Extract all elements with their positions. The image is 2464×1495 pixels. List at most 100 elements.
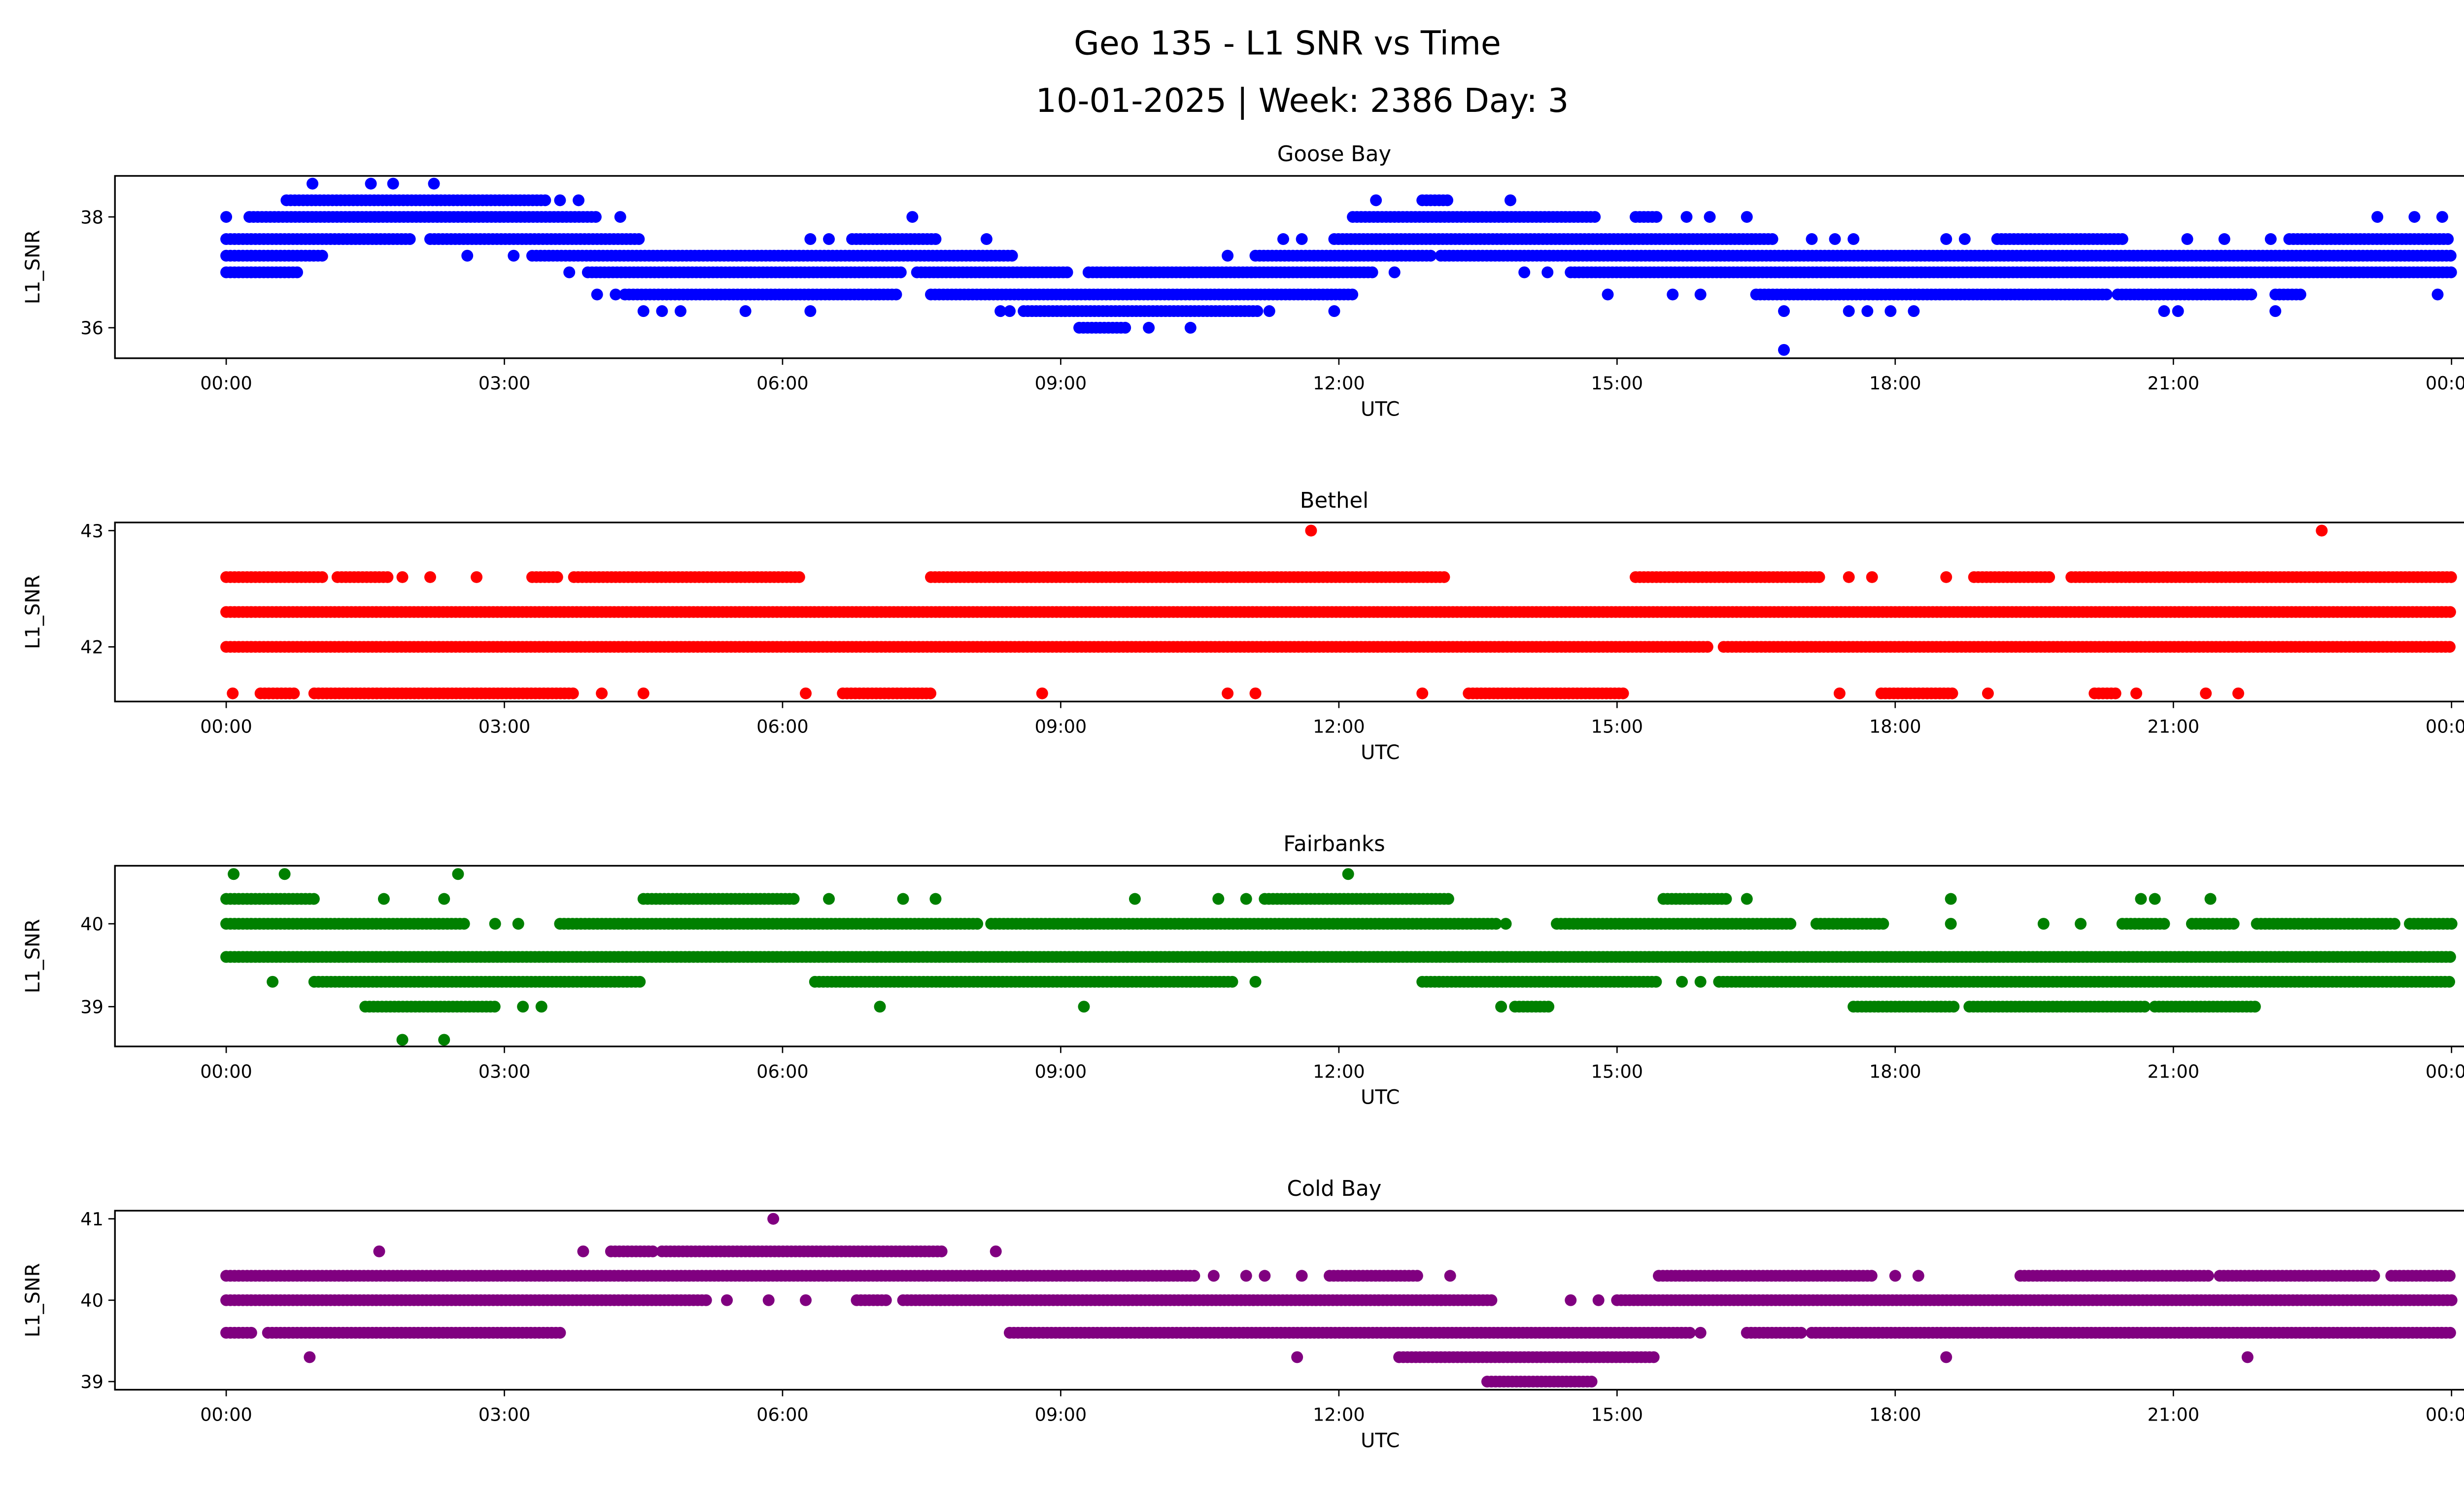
data-point (1940, 571, 1952, 583)
data-point (2443, 975, 2456, 988)
data-point (489, 918, 501, 930)
x-tick-label: 00:00 (2426, 373, 2464, 394)
data-point (2316, 524, 2328, 537)
data-point (308, 893, 320, 905)
data-point (2204, 893, 2217, 905)
data-point (1704, 211, 1716, 223)
data-point (1650, 211, 1663, 223)
data-point (1388, 266, 1401, 278)
figure-subtitle: 10-01-2025 | Week: 2386 Day: 3 (1036, 81, 1569, 120)
data-point (563, 266, 576, 278)
x-tick-label: 06:00 (756, 373, 809, 394)
data-point (1676, 975, 1688, 988)
panel-title: Fairbanks (1283, 832, 1385, 856)
data-point (1346, 288, 1359, 301)
data-point (1249, 687, 1262, 699)
data-point (1694, 288, 1707, 301)
y-axis-label: L1_SNR (22, 575, 44, 649)
data-point (1518, 266, 1531, 278)
x-tick-label: 00:00 (200, 716, 252, 737)
data-point (2116, 233, 2128, 245)
data-point (1240, 893, 1252, 905)
x-tick-label: 00:00 (2426, 716, 2464, 737)
data-point (1843, 571, 1855, 583)
data-point (227, 687, 239, 699)
data-point (637, 687, 650, 699)
data-point (2436, 211, 2448, 223)
data-point (381, 571, 394, 583)
data-point (924, 687, 937, 699)
data-point (461, 249, 474, 262)
y-tick-label: 42 (80, 637, 103, 658)
data-point (1945, 893, 1957, 905)
data-point (906, 211, 919, 223)
data-points (220, 177, 2457, 356)
data-point (894, 266, 907, 278)
data-point (1251, 305, 1264, 317)
data-point (1504, 194, 1516, 207)
data-point (1866, 571, 1878, 583)
data-point (804, 305, 817, 317)
y-tick-label: 38 (80, 207, 103, 228)
data-point (1741, 893, 1753, 905)
data-point (1946, 687, 1958, 699)
data-point (471, 571, 483, 583)
x-tick-label: 03:00 (479, 373, 531, 394)
data-point (1212, 893, 1225, 905)
panel-title: Goose Bay (1277, 142, 1391, 167)
data-point (2408, 211, 2421, 223)
data-point (1541, 266, 1554, 278)
data-point (1003, 305, 1016, 317)
data-point (800, 687, 812, 699)
data-point (1650, 975, 1662, 988)
data-point (1784, 918, 1797, 930)
y-tick-label: 36 (80, 317, 103, 339)
data-point (2445, 571, 2457, 583)
data-point (1129, 893, 1141, 905)
data-point (428, 177, 440, 190)
data-point (656, 305, 668, 317)
x-tick-label: 09:00 (1035, 373, 1087, 394)
x-tick-label: 21:00 (2147, 373, 2199, 394)
data-point (2130, 687, 2142, 699)
data-point (2172, 305, 2184, 317)
data-point (424, 571, 436, 583)
data-point (2443, 641, 2456, 653)
data-point (396, 571, 409, 583)
data-point (1778, 305, 1790, 317)
data-point (793, 571, 805, 583)
data-point (1694, 975, 1707, 988)
data-point (554, 194, 566, 207)
data-point (1589, 211, 1601, 223)
data-point (2294, 288, 2307, 301)
data-point (1305, 524, 1317, 537)
data-point (512, 918, 524, 930)
data-point (596, 687, 608, 699)
data-point (2043, 571, 2055, 583)
x-tick-label: 00:00 (200, 373, 252, 394)
data-point (404, 233, 416, 245)
data-point (1766, 233, 1779, 245)
x-axis-label: UTC (1361, 741, 1400, 764)
data-point (1328, 305, 1340, 317)
data-point (567, 687, 579, 699)
data-point (1222, 687, 1234, 699)
data-point (573, 194, 585, 207)
x-tick-label: 12:00 (1313, 716, 1365, 737)
figure-title: Geo 135 - L1 SNR vs Time (1074, 24, 1501, 62)
data-point (267, 975, 279, 988)
data-point (1945, 918, 1957, 930)
data-point (1833, 687, 1846, 699)
y-tick-label: 43 (80, 521, 103, 542)
x-tick-label: 03:00 (479, 716, 531, 737)
data-point (929, 233, 942, 245)
data-point (1226, 975, 1238, 988)
data-point (1982, 687, 1994, 699)
data-point (1061, 266, 1073, 278)
data-point (1843, 305, 1855, 317)
data-point (291, 266, 303, 278)
x-tick-label: 09:00 (1035, 716, 1087, 737)
data-point (1222, 249, 1234, 262)
data-point (674, 305, 686, 317)
data-point (2445, 266, 2457, 278)
